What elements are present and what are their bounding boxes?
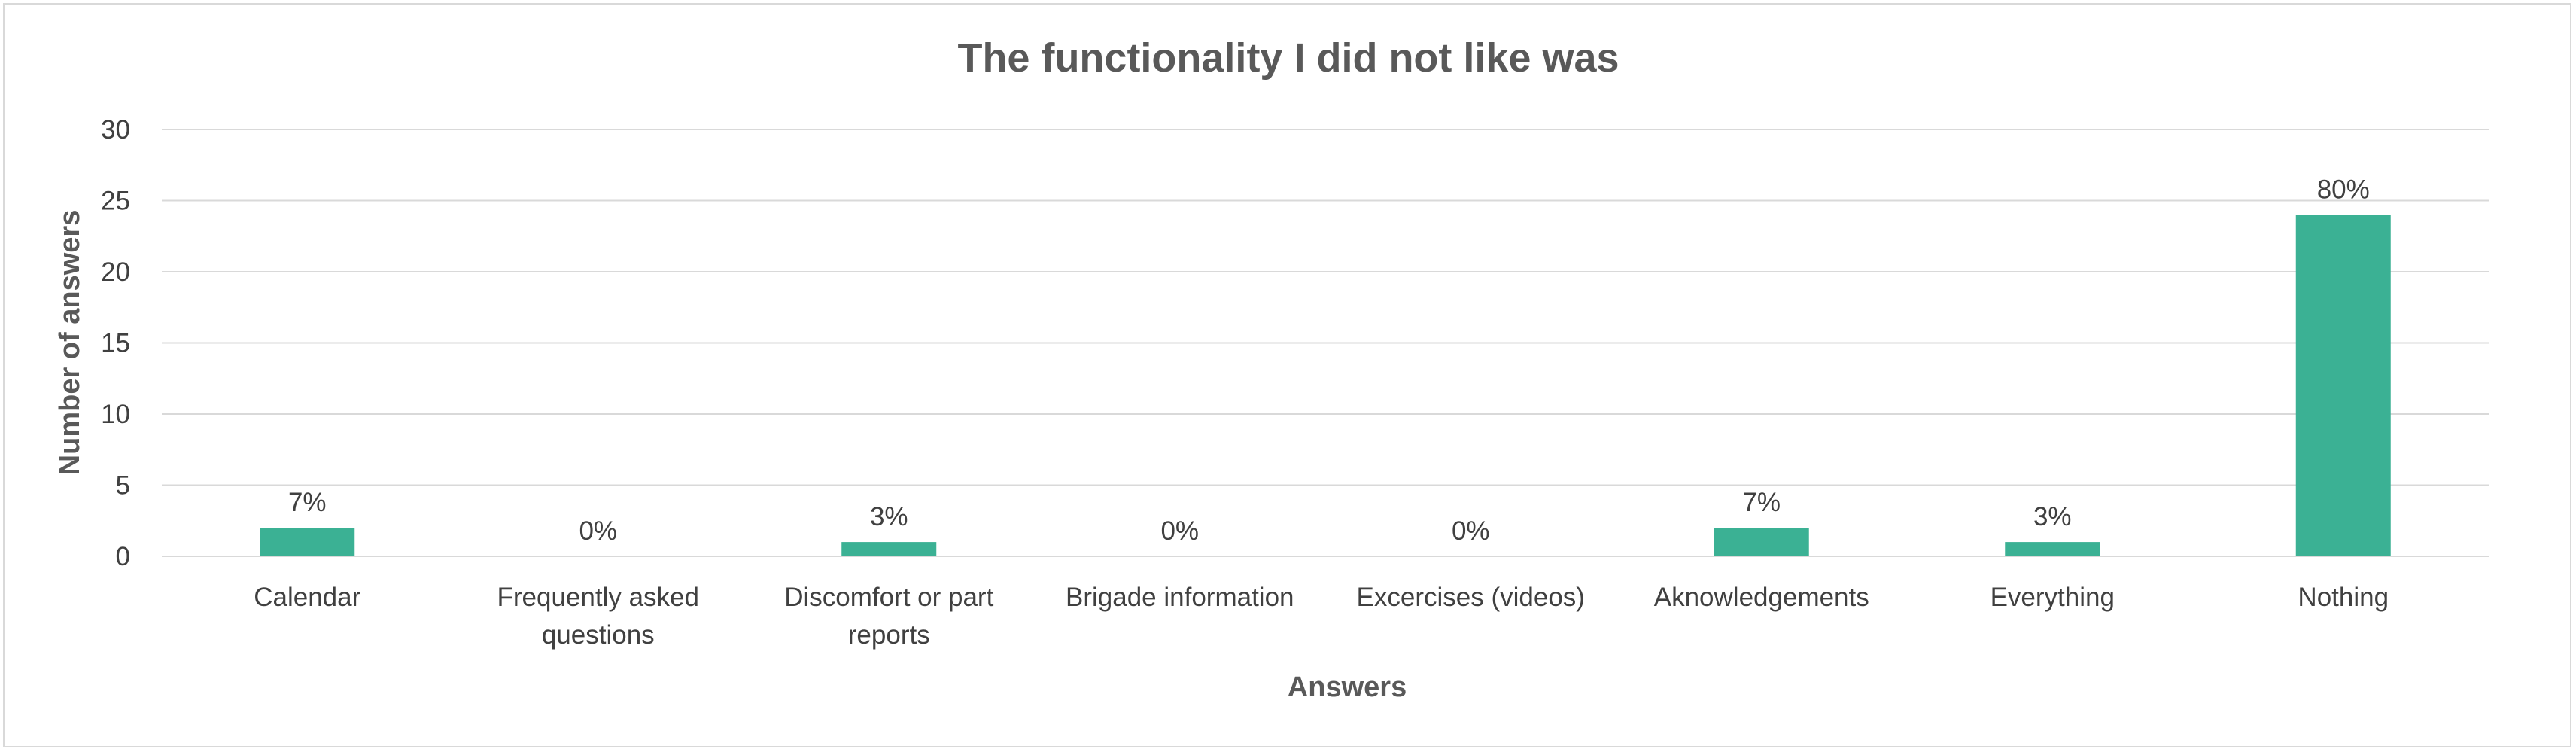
y-tick-label: 30 [101,115,130,145]
bars [260,215,2391,556]
category-label: Brigade information [1066,583,1294,612]
chart-title: The functionality I did not like was [957,35,1619,81]
bar [260,528,355,556]
y-tick-label: 0 [116,542,130,571]
bar [2295,215,2391,556]
category-label: reports [848,620,930,650]
bar [2005,542,2100,556]
y-axis-title: Number of answers [54,210,86,476]
data-label: 3% [870,502,908,531]
data-label: 3% [2033,502,2072,531]
y-tick-label: 10 [101,400,130,429]
category-label: Nothing [2298,583,2389,612]
category-label: Everything [1991,583,2115,612]
y-tick-label: 25 [101,187,130,216]
bar [1714,528,1809,556]
data-label: 0% [1160,516,1199,546]
data-label: 7% [288,488,327,517]
x-axis-categories: Calendar Frequently asked questions Discomf… [254,583,2389,650]
data-label: 0% [579,516,617,546]
category-label: Excercises (videos) [1357,583,1585,612]
category-label: Calendar [254,583,360,612]
category-label: Aknowledgements [1654,583,1869,612]
data-label: 0% [1452,516,1490,546]
data-label: 80% [2317,175,2370,204]
category-label: Frequently asked [497,583,699,612]
category-label: questions [542,620,655,650]
data-labels: 7% 0% 3% 0% 0% 7% 3% 80% [288,175,2370,546]
data-label: 7% [1742,488,1781,517]
y-tick-label: 15 [101,329,130,358]
y-tick-label: 20 [101,257,130,287]
bar [841,542,937,556]
category-label: Discomfort or part [784,583,993,612]
chart-frame [3,3,2571,747]
x-axis-title: Answers [1288,671,1407,703]
y-tick-label: 5 [116,471,130,501]
y-axis-ticks: 0 5 10 15 20 25 30 [101,115,130,571]
gridlines [162,129,2489,557]
